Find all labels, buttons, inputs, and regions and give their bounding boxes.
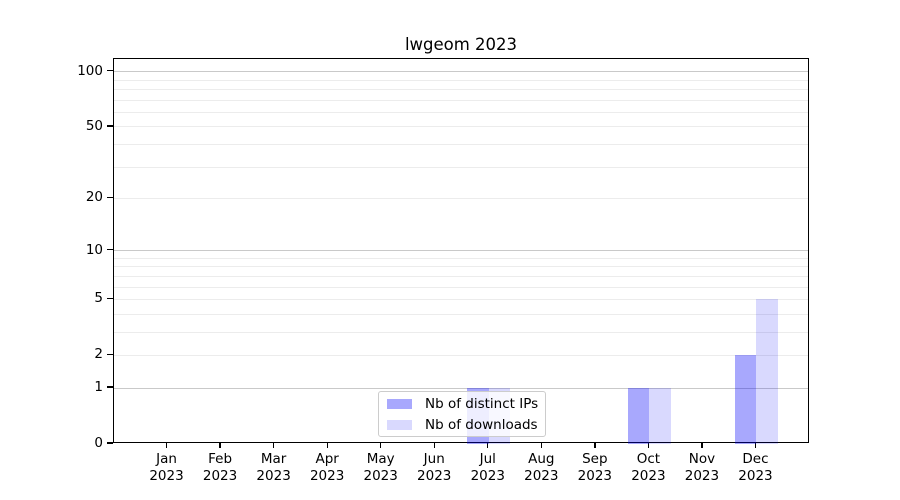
y-axis-tick (107, 386, 113, 388)
x-axis-label: Nov 2023 (669, 451, 735, 484)
bar-nb-of-distinct-ips-dec (735, 355, 757, 444)
minor-gridline (114, 144, 808, 145)
x-axis-tick (165, 443, 168, 448)
x-axis-tick (326, 443, 328, 448)
x-axis-label-month: Oct (636, 451, 661, 467)
major-gridline (114, 71, 808, 73)
minor-gridline (114, 331, 808, 333)
legend-item-downloads: Nb of downloads (379, 415, 545, 434)
x-axis-label-year: 2023 (470, 467, 505, 484)
minor-gridline (114, 266, 808, 268)
minor-gridline (114, 354, 808, 356)
x-axis-tick (219, 443, 221, 448)
x-axis-tick (701, 443, 703, 448)
legend-label-downloads: Nb of downloads (425, 416, 538, 433)
legend-swatch-downloads (387, 419, 412, 430)
x-axis-label: Sep 2023 (562, 451, 628, 484)
x-axis-tick (594, 443, 596, 448)
x-axis-tick (647, 443, 650, 448)
x-axis-label-year: 2023 (631, 467, 666, 484)
minor-gridline (114, 286, 808, 288)
x-axis-label-year: 2023 (524, 467, 559, 484)
legend-item-distinct-ips: Nb of distinct IPs (379, 394, 545, 413)
major-gridline (114, 250, 808, 252)
y-axis-label: 50 (85, 117, 103, 134)
x-axis-label: Feb 2023 (187, 451, 253, 484)
y-axis-tick (107, 125, 113, 127)
y-axis-tick (107, 70, 113, 72)
x-axis-label: Jan 2023 (134, 451, 200, 484)
x-axis-tick (433, 443, 435, 448)
minor-gridline (114, 313, 808, 315)
minor-gridline (114, 89, 808, 91)
x-axis-tick (487, 443, 489, 448)
minor-gridline (114, 99, 808, 101)
y-axis-tick (107, 353, 113, 356)
y-axis-tick (107, 249, 113, 251)
x-axis-tick (540, 443, 542, 448)
x-axis-label-year: 2023 (684, 467, 720, 484)
bar-nb-of-downloads-dec (756, 299, 778, 444)
x-axis-label-month: Jun (423, 451, 445, 467)
y-axis-label: 0 (94, 435, 103, 451)
x-axis-label-year: 2023 (417, 467, 452, 484)
minor-gridline (114, 111, 808, 113)
x-axis-tick (380, 443, 382, 448)
legend: Nb of distinct IPs Nb of downloads (378, 391, 546, 437)
x-axis-tick (273, 443, 275, 448)
x-axis-label-month: May (366, 451, 395, 467)
y-axis-tick (107, 442, 113, 444)
x-axis-label-year: 2023 (309, 467, 345, 484)
y-axis-label: 10 (85, 241, 103, 258)
x-axis-label-month: Aug (528, 451, 555, 467)
y-axis-tick (107, 196, 113, 199)
x-axis-label-month: Mar (260, 451, 287, 467)
y-axis-label: 2 (94, 346, 103, 363)
x-axis-label: Jun 2023 (401, 451, 467, 484)
x-axis-label: May 2023 (348, 451, 414, 484)
minor-gridline (114, 197, 808, 199)
x-axis-label-year: 2023 (202, 467, 238, 484)
y-axis-label: 5 (94, 290, 103, 307)
x-axis-label: Aug 2023 (508, 451, 574, 484)
x-axis-label-year: 2023 (738, 467, 773, 484)
x-axis-label: Oct 2023 (615, 451, 681, 484)
legend-label-distinct-ips: Nb of distinct IPs (425, 395, 539, 412)
x-axis-label-year: 2023 (363, 467, 398, 484)
plot-area: Nb of distinct IPs Nb of downloads (113, 58, 809, 444)
minor-gridline (114, 275, 808, 277)
minor-gridline (114, 298, 808, 300)
x-axis-label: Mar 2023 (241, 451, 307, 484)
x-axis-label: Apr 2023 (294, 451, 360, 484)
x-axis-label-year: 2023 (149, 467, 184, 484)
chart-title: lwgeom 2023 (404, 35, 518, 54)
x-axis-label-month: Apr (315, 451, 339, 467)
x-axis-tick (754, 443, 757, 448)
bar-nb-of-downloads-oct (649, 388, 671, 444)
y-axis-label: 20 (85, 189, 103, 206)
x-axis-label-month: Nov (688, 451, 716, 467)
x-axis-label: Dec 2023 (722, 451, 788, 484)
bar-nb-of-distinct-ips-oct (627, 388, 650, 444)
minor-gridline (114, 126, 808, 128)
x-axis-label-month: Jul (479, 451, 496, 467)
x-axis-label: Jul 2023 (455, 451, 521, 484)
y-axis-label: 1 (94, 379, 103, 396)
x-axis-label-month: Dec (742, 451, 769, 467)
x-axis-label-year: 2023 (577, 467, 613, 484)
minor-gridline (114, 257, 808, 259)
x-axis-label-month: Feb (208, 451, 233, 467)
minor-gridline (114, 166, 808, 168)
y-axis-tick (107, 297, 113, 300)
x-axis-label-month: Sep (582, 451, 608, 467)
x-axis-label-year: 2023 (256, 467, 291, 484)
x-axis-label-month: Jan (156, 451, 177, 467)
major-gridline (114, 387, 808, 389)
legend-swatch-distinct-ips (387, 398, 412, 409)
minor-gridline (114, 79, 808, 81)
y-axis-label: 100 (77, 62, 103, 79)
